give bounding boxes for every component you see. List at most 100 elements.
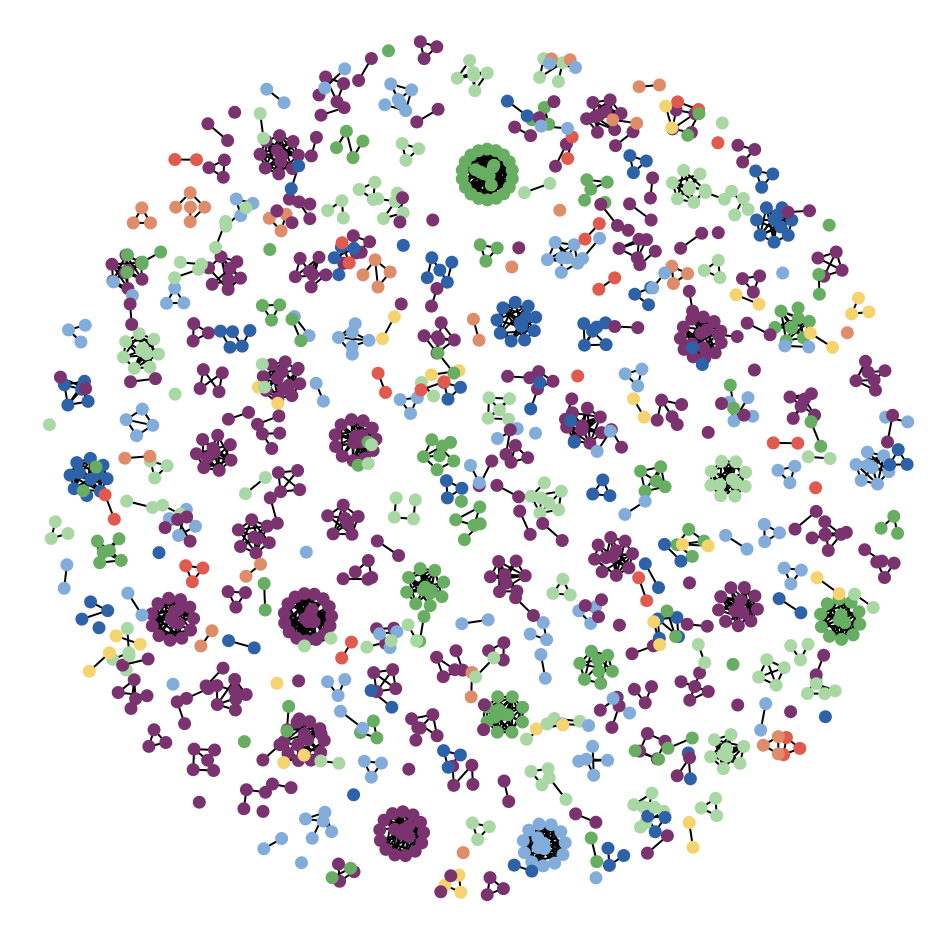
graph-node-plum <box>497 636 511 650</box>
graph-node-dark-blue <box>81 394 95 408</box>
graph-node-light-green <box>463 54 477 67</box>
graph-node-dark-blue <box>529 310 543 324</box>
graph-node-light-blue <box>189 519 202 533</box>
graph-node-dark-blue <box>586 324 600 338</box>
graph-node-plum <box>682 284 696 298</box>
graph-node-light-blue <box>871 477 884 491</box>
graph-node-plum <box>434 316 448 330</box>
graph-node-light-blue <box>295 856 308 870</box>
graph-node-light-blue <box>548 235 562 249</box>
graph-node-plum <box>228 703 242 717</box>
graph-node-green <box>409 597 423 611</box>
graph-node-light-blue <box>593 231 607 245</box>
graph-node-plum <box>221 134 235 147</box>
graph-node-plum <box>337 77 351 91</box>
graph-node-orange <box>368 253 382 267</box>
graph-node-light-green <box>407 512 420 526</box>
graph-node-plum <box>744 614 758 628</box>
graph-node-plum <box>328 428 342 442</box>
graph-node-plum <box>430 650 444 664</box>
graph-node-plum <box>187 317 201 331</box>
graph-node-light-green <box>698 186 712 199</box>
graph-node-dark-blue <box>603 489 617 503</box>
graph-node-light-blue <box>260 82 274 96</box>
graph-node-light-green <box>543 176 557 190</box>
graph-node-light-blue <box>373 627 387 641</box>
graph-node-plum <box>201 682 215 696</box>
graph-node-light-blue <box>542 56 556 70</box>
graph-node-green <box>682 522 696 536</box>
graph-node-plum <box>221 585 235 599</box>
graph-node-light-blue <box>299 812 312 826</box>
graph-node-yellow <box>270 676 284 690</box>
graph-node-dark-blue <box>883 458 897 472</box>
graph-node-plum <box>466 777 480 791</box>
graph-node-red <box>766 436 780 450</box>
graph-node-plum <box>513 504 527 518</box>
graph-node-plum <box>135 272 149 286</box>
graph-node-plum <box>784 705 798 719</box>
graph-node-light-blue <box>534 119 548 133</box>
graph-node-green <box>258 603 272 617</box>
graph-node-green <box>346 151 360 165</box>
graph-node-plum <box>609 568 623 582</box>
graph-node-light-green <box>314 754 328 768</box>
graph-node-dark-blue <box>440 275 454 289</box>
graph-node-light-green <box>427 389 441 403</box>
graph-node-plum <box>309 633 323 646</box>
graph-node-orange <box>183 200 197 214</box>
graph-node-plum <box>159 736 173 749</box>
graph-node-green <box>417 610 431 623</box>
graph-node-plum <box>293 377 307 391</box>
graph-node-dark-blue <box>332 268 346 282</box>
graph-node-dark-blue <box>420 271 434 285</box>
graph-node-orange <box>756 738 770 752</box>
graph-node-light-blue <box>569 61 582 74</box>
graph-node-plum <box>712 328 725 342</box>
graph-node-dark-blue <box>638 557 652 571</box>
graph-node-plum <box>152 629 166 643</box>
graph-node-red <box>98 488 112 502</box>
graph-node-plum <box>512 241 526 255</box>
graph-node-light-blue <box>168 281 182 295</box>
graph-node-green <box>370 731 384 745</box>
graph-node-plum <box>221 273 235 287</box>
graph-node-plum <box>321 509 335 523</box>
graph-node-green <box>114 553 128 567</box>
graph-node-yellow <box>627 392 640 406</box>
graph-node-light-green <box>739 465 753 479</box>
graph-node-dark-blue <box>504 334 518 348</box>
graph-node-light-green <box>412 142 426 156</box>
graph-node-plum <box>147 723 161 737</box>
graph-node-light-blue <box>378 98 392 112</box>
graph-node-light-green <box>524 489 538 503</box>
graph-node-plum <box>737 408 751 422</box>
graph-node-light-blue <box>166 677 180 691</box>
graph-node-light-blue <box>464 458 477 472</box>
graph-node-light-blue <box>860 445 874 459</box>
graph-node-plum <box>187 742 201 756</box>
graph-node-plum <box>293 251 307 265</box>
graph-node-light-green <box>120 621 134 635</box>
graph-node-plum <box>861 365 875 379</box>
graph-node-green <box>601 648 615 662</box>
graph-node-light-green <box>645 786 659 800</box>
graph-node-plum <box>575 423 588 437</box>
graph-node-red <box>185 575 199 589</box>
graph-node-dark-blue <box>439 474 453 488</box>
graph-node-yellow <box>556 718 570 732</box>
graph-node-light-green <box>728 208 742 222</box>
graph-node-plum <box>183 600 197 614</box>
graph-node-plum <box>255 427 269 441</box>
graph-node-plum <box>536 517 550 530</box>
graph-node-light-green <box>192 262 205 276</box>
graph-node-green <box>237 735 251 749</box>
graph-node-plum <box>640 727 654 740</box>
graph-node-green <box>96 545 110 559</box>
graph-node-orange <box>205 624 219 638</box>
graph-node-plum <box>272 409 286 423</box>
graph-node-green <box>812 287 826 301</box>
graph-node-dark-blue <box>440 491 454 505</box>
graph-node-plum <box>730 330 744 343</box>
graph-node-plum <box>282 378 296 392</box>
